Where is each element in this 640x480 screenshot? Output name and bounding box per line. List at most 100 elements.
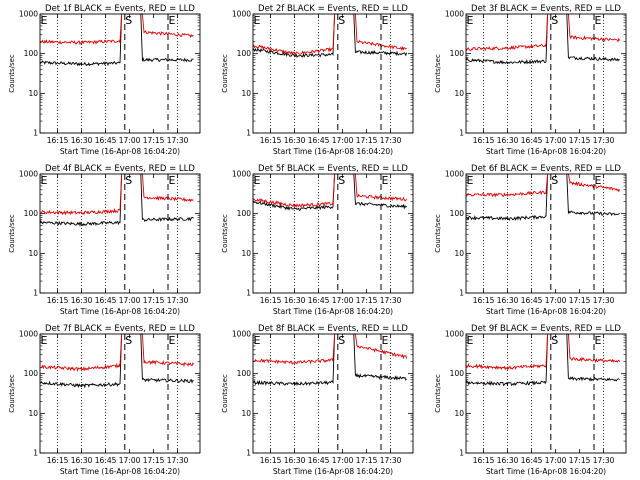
y-tick-label: 1000	[445, 330, 464, 339]
marker-label: E	[41, 334, 48, 347]
y-tick-label: 1	[246, 289, 251, 298]
plot-frame	[39, 13, 201, 134]
y-tick-label: 1	[459, 289, 464, 298]
chart-title: Det 9f BLACK = Events, RED = LLD	[471, 324, 621, 334]
y-tick-label: 10	[28, 249, 38, 258]
marker-label: E	[467, 334, 474, 347]
y-axis-label: Counts/sec	[221, 54, 229, 93]
y-tick-label: 1000	[232, 330, 251, 339]
y-tick-label: 100	[450, 49, 465, 58]
chart-panel-2: Det 2f BLACK = Events, RED = LLD Counts/s…	[221, 4, 414, 156]
x-tick-label: 17:15	[569, 136, 591, 145]
y-tick-label: 1000	[445, 170, 464, 179]
x-tick-label: 17:15	[356, 456, 378, 465]
x-tick-label: 16:45	[95, 296, 117, 305]
chart-panel-6: Det 6f BLACK = Events, RED = LLD Counts/s…	[434, 164, 627, 316]
x-tick-label: 17:15	[143, 296, 165, 305]
x-tick-label: 16:45	[521, 296, 543, 305]
marker-label: S	[551, 174, 558, 187]
x-tick-label: 16:30	[497, 456, 519, 465]
marker-label: E	[595, 14, 602, 27]
y-tick-label: 100	[450, 209, 465, 218]
x-tick-label: 17:30	[593, 296, 615, 305]
y-tick-label: 1	[33, 449, 38, 458]
marker-label: E	[382, 14, 389, 27]
x-tick-label: 16:15	[47, 296, 69, 305]
x-tick-label: 17:15	[356, 136, 378, 145]
y-tick-label: 1000	[19, 330, 38, 339]
y-axis-label: Counts/sec	[434, 374, 442, 413]
chart-title: Det 6f BLACK = Events, RED = LLD	[471, 164, 621, 174]
y-tick-label: 1	[33, 289, 38, 298]
x-tick-label: 17:00	[119, 456, 141, 465]
x-tick-label: 17:00	[332, 296, 354, 305]
y-tick-label: 10	[241, 249, 251, 258]
x-tick-label: 16:45	[308, 136, 330, 145]
marker-label: S	[338, 14, 345, 27]
x-axis-label: Start Time (16-Apr-08 16:04:20)	[60, 147, 180, 156]
y-axis-label: Counts/sec	[434, 214, 442, 253]
x-tick-label: 16:45	[308, 456, 330, 465]
x-tick-label: 16:45	[521, 456, 543, 465]
x-tick-label: 17:15	[143, 136, 165, 145]
x-tick-label: 16:45	[95, 456, 117, 465]
chart-title: Det 3f BLACK = Events, RED = LLD	[471, 4, 621, 14]
y-tick-label: 10	[241, 409, 251, 418]
chart-title: Det 1f BLACK = Events, RED = LLD	[45, 4, 195, 14]
y-tick-label: 10	[454, 89, 464, 98]
x-tick-label: 17:30	[593, 136, 615, 145]
x-tick-label: 16:30	[71, 456, 93, 465]
x-tick-label: 16:15	[47, 136, 69, 145]
marker-label: S	[338, 174, 345, 187]
chart-panel-5: Det 5f BLACK = Events, RED = LLD Counts/s…	[221, 164, 414, 316]
series-line-black	[465, 173, 620, 221]
series-line-red	[39, 333, 194, 373]
plot-frame	[465, 333, 627, 454]
x-tick-label: 17:30	[167, 136, 189, 145]
x-tick-label: 17:00	[545, 136, 567, 145]
y-tick-label: 100	[237, 209, 252, 218]
series-line-black	[39, 173, 194, 227]
x-tick-label: 17:00	[119, 296, 141, 305]
series-line-red	[252, 333, 408, 365]
x-tick-label: 17:30	[380, 296, 402, 305]
chart-title: Det 2f BLACK = Events, RED = LLD	[258, 4, 408, 14]
chart-title: Det 4f BLACK = Events, RED = LLD	[45, 164, 195, 174]
y-tick-label: 1000	[445, 10, 464, 19]
y-tick-label: 1000	[232, 10, 251, 19]
x-tick-label: 16:15	[260, 136, 282, 145]
y-tick-label: 1	[246, 449, 251, 458]
x-tick-label: 16:45	[95, 136, 117, 145]
x-tick-label: 16:15	[473, 136, 495, 145]
x-axis-label: Start Time (16-Apr-08 16:04:20)	[486, 307, 606, 316]
y-tick-label: 1	[246, 129, 251, 138]
x-tick-label: 16:30	[497, 296, 519, 305]
y-axis-label: Counts/sec	[8, 54, 16, 93]
y-tick-label: 100	[450, 369, 465, 378]
marker-label: E	[41, 14, 48, 27]
series-line-red	[252, 173, 407, 208]
chart-title: Det 8f BLACK = Events, RED = LLD	[258, 324, 408, 334]
x-axis-label: Start Time (16-Apr-08 16:04:20)	[273, 307, 393, 316]
x-tick-label: 17:30	[380, 456, 402, 465]
y-axis-label: Counts/sec	[8, 374, 16, 413]
y-tick-label: 10	[28, 409, 38, 418]
series-line-black	[252, 13, 408, 58]
x-tick-label: 17:30	[167, 456, 189, 465]
x-tick-label: 16:15	[473, 296, 495, 305]
marker-label: E	[254, 334, 261, 347]
x-axis-label: Start Time (16-Apr-08 16:04:20)	[60, 467, 180, 476]
x-tick-label: 16:30	[71, 296, 93, 305]
x-tick-label: 17:15	[569, 456, 591, 465]
y-tick-label: 10	[454, 409, 464, 418]
x-tick-label: 16:15	[47, 456, 69, 465]
x-tick-label: 16:15	[260, 296, 282, 305]
marker-label: E	[254, 174, 261, 187]
series-line-black	[465, 13, 620, 65]
plot-frame	[465, 13, 627, 134]
marker-label: S	[551, 334, 558, 347]
marker-label: S	[125, 14, 132, 27]
y-tick-label: 100	[24, 369, 39, 378]
series-line-red	[39, 173, 194, 216]
x-tick-label: 17:00	[119, 136, 141, 145]
